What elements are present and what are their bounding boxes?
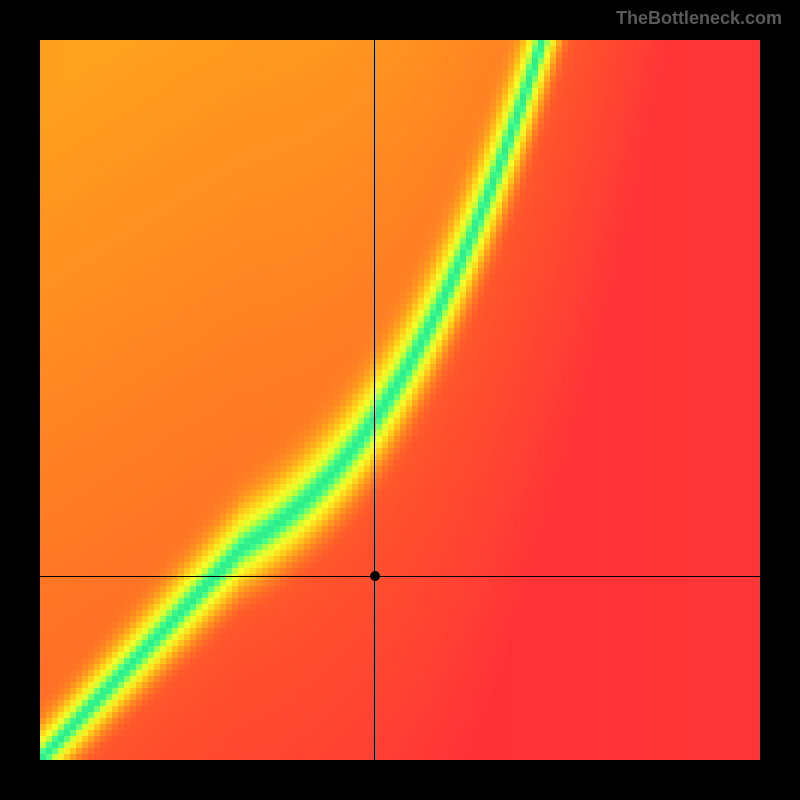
bottleneck-heatmap [40,40,760,760]
crosshair-vertical [374,40,375,760]
watermark-text: TheBottleneck.com [616,8,782,29]
operating-point-marker [370,571,380,581]
crosshair-horizontal [40,576,760,577]
plot-area [40,40,760,760]
